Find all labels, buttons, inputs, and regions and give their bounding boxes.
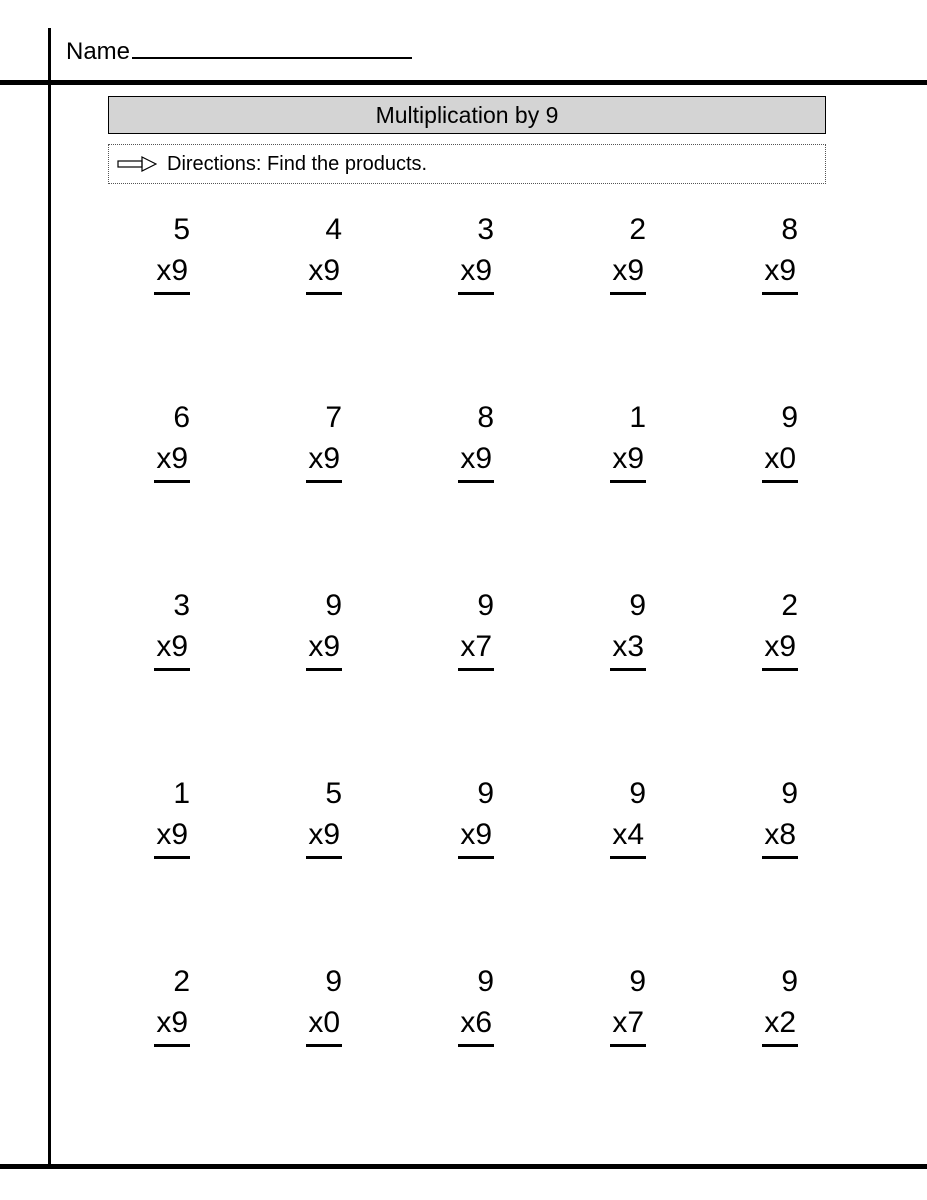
multiplier: x9 xyxy=(306,627,342,672)
multiplicand: 2 xyxy=(90,962,190,1003)
multiplicand: 8 xyxy=(394,398,494,439)
multiplier: x9 xyxy=(154,627,190,672)
problem-cell: 3x9 xyxy=(90,586,242,774)
problem-cell: 8x9 xyxy=(698,210,850,398)
multiplier: x9 xyxy=(762,251,798,296)
name-field: Name xyxy=(66,38,412,66)
problem-cell: 9x7 xyxy=(394,586,546,774)
problem-cell: 9x2 xyxy=(698,962,850,1150)
problem-cell: 9x9 xyxy=(394,774,546,962)
problem-cell: 7x9 xyxy=(242,398,394,586)
multiplicand: 3 xyxy=(394,210,494,251)
multiplicand: 2 xyxy=(546,210,646,251)
multiplier: x9 xyxy=(154,251,190,296)
problems-grid: 5x94x93x92x98x96x97x98x91x99x03x99x99x79… xyxy=(90,210,850,1150)
multiplicand: 9 xyxy=(698,398,798,439)
top-rule xyxy=(0,80,927,85)
multiplier: x9 xyxy=(458,251,494,296)
multiplier: x9 xyxy=(762,627,798,672)
vertical-rule xyxy=(48,28,51,1168)
problem-cell: 1x9 xyxy=(90,774,242,962)
problem-cell: 5x9 xyxy=(90,210,242,398)
multiplier: x2 xyxy=(762,1003,798,1048)
multiplicand: 2 xyxy=(698,586,798,627)
multiplier: x6 xyxy=(458,1003,494,1048)
problem-cell: 5x9 xyxy=(242,774,394,962)
multiplicand: 9 xyxy=(242,586,342,627)
directions-text: Directions: Find the products. xyxy=(167,153,427,176)
multiplier: x9 xyxy=(458,439,494,484)
multiplier: x7 xyxy=(458,627,494,672)
multiplicand: 1 xyxy=(90,774,190,815)
multiplicand: 9 xyxy=(394,962,494,1003)
problem-cell: 9x6 xyxy=(394,962,546,1150)
multiplicand: 9 xyxy=(394,774,494,815)
arrow-icon xyxy=(117,156,157,172)
multiplier: x7 xyxy=(610,1003,646,1048)
multiplicand: 6 xyxy=(90,398,190,439)
name-blank-line[interactable] xyxy=(132,39,412,59)
multiplicand: 8 xyxy=(698,210,798,251)
multiplier: x9 xyxy=(154,815,190,860)
multiplicand: 9 xyxy=(546,774,646,815)
problem-cell: 9x3 xyxy=(546,586,698,774)
multiplicand: 5 xyxy=(90,210,190,251)
multiplicand: 9 xyxy=(546,962,646,1003)
multiplicand: 4 xyxy=(242,210,342,251)
multiplicand: 7 xyxy=(242,398,342,439)
multiplier: x8 xyxy=(762,815,798,860)
problem-cell: 9x8 xyxy=(698,774,850,962)
name-label: Name xyxy=(66,38,130,66)
worksheet-title: Multiplication by 9 xyxy=(108,96,826,134)
multiplicand: 9 xyxy=(698,962,798,1003)
problem-cell: 2x9 xyxy=(90,962,242,1150)
multiplicand: 9 xyxy=(546,586,646,627)
multiplicand: 5 xyxy=(242,774,342,815)
problem-cell: 9x4 xyxy=(546,774,698,962)
bottom-rule xyxy=(0,1164,927,1169)
problem-cell: 8x9 xyxy=(394,398,546,586)
multiplier: x9 xyxy=(610,439,646,484)
multiplier: x9 xyxy=(154,1003,190,1048)
problem-cell: 9x7 xyxy=(546,962,698,1150)
multiplier: x4 xyxy=(610,815,646,860)
directions-box: Directions: Find the products. xyxy=(108,144,826,184)
multiplier: x9 xyxy=(610,251,646,296)
problem-cell: 9x0 xyxy=(698,398,850,586)
problem-cell: 1x9 xyxy=(546,398,698,586)
problem-cell: 9x9 xyxy=(242,586,394,774)
multiplicand: 9 xyxy=(242,962,342,1003)
multiplicand: 3 xyxy=(90,586,190,627)
multiplicand: 9 xyxy=(698,774,798,815)
multiplier: x9 xyxy=(458,815,494,860)
problem-cell: 2x9 xyxy=(698,586,850,774)
worksheet-page: Name Multiplication by 9 Directions: Fin… xyxy=(0,0,927,1200)
multiplier: x9 xyxy=(154,439,190,484)
problem-cell: 4x9 xyxy=(242,210,394,398)
problem-cell: 3x9 xyxy=(394,210,546,398)
problem-cell: 9x0 xyxy=(242,962,394,1150)
multiplier: x9 xyxy=(306,815,342,860)
multiplicand: 9 xyxy=(394,586,494,627)
multiplier: x3 xyxy=(610,627,646,672)
multiplier: x0 xyxy=(306,1003,342,1048)
multiplier: x9 xyxy=(306,439,342,484)
multiplier: x0 xyxy=(762,439,798,484)
multiplier: x9 xyxy=(306,251,342,296)
multiplicand: 1 xyxy=(546,398,646,439)
problem-cell: 6x9 xyxy=(90,398,242,586)
problem-cell: 2x9 xyxy=(546,210,698,398)
